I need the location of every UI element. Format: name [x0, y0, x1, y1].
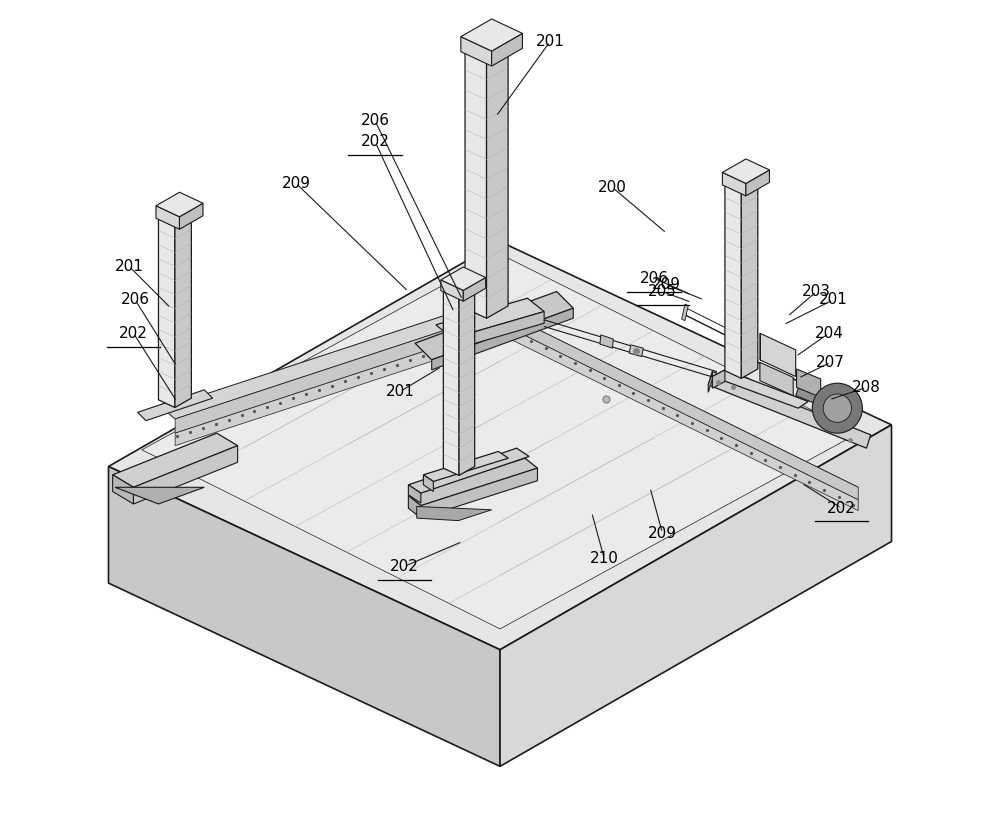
Polygon shape	[453, 312, 544, 350]
Polygon shape	[175, 329, 492, 446]
Polygon shape	[500, 323, 858, 511]
Polygon shape	[725, 183, 741, 378]
Text: 201: 201	[386, 384, 414, 399]
Polygon shape	[113, 475, 133, 504]
Polygon shape	[796, 383, 862, 421]
Polygon shape	[108, 466, 500, 766]
Polygon shape	[746, 170, 769, 196]
Text: 201: 201	[536, 34, 564, 49]
Polygon shape	[500, 311, 858, 500]
Polygon shape	[708, 372, 712, 392]
Polygon shape	[423, 475, 433, 491]
Text: 201: 201	[819, 292, 848, 307]
Polygon shape	[158, 207, 191, 224]
Polygon shape	[415, 292, 573, 360]
Text: 207: 207	[816, 355, 845, 370]
Polygon shape	[797, 369, 821, 397]
Polygon shape	[163, 304, 492, 419]
Text: 202: 202	[361, 134, 389, 149]
Polygon shape	[443, 280, 475, 297]
Polygon shape	[138, 390, 213, 421]
Polygon shape	[760, 333, 796, 377]
Polygon shape	[725, 174, 758, 191]
Polygon shape	[158, 217, 175, 407]
Polygon shape	[113, 433, 238, 487]
Polygon shape	[629, 345, 643, 357]
Text: 210: 210	[590, 551, 619, 566]
Text: 209: 209	[652, 277, 681, 292]
Polygon shape	[142, 254, 858, 629]
Polygon shape	[682, 304, 688, 321]
Polygon shape	[421, 468, 537, 518]
Polygon shape	[443, 289, 459, 476]
Polygon shape	[492, 311, 858, 491]
Text: 208: 208	[852, 380, 881, 395]
Text: 202: 202	[390, 559, 419, 574]
Polygon shape	[600, 335, 613, 348]
Text: 206: 206	[121, 292, 150, 307]
Polygon shape	[461, 19, 522, 51]
Polygon shape	[708, 372, 871, 448]
Polygon shape	[408, 485, 421, 503]
Polygon shape	[108, 242, 892, 650]
Circle shape	[823, 394, 852, 422]
Polygon shape	[741, 182, 758, 378]
Polygon shape	[408, 496, 421, 518]
Polygon shape	[500, 425, 892, 766]
Polygon shape	[441, 280, 463, 302]
Text: 209: 209	[281, 176, 310, 191]
Text: 206: 206	[361, 113, 390, 128]
Text: 200: 200	[598, 180, 627, 195]
Polygon shape	[712, 370, 808, 408]
Polygon shape	[156, 206, 179, 229]
Text: 202: 202	[827, 501, 856, 516]
Text: 201: 201	[115, 259, 144, 274]
Text: 205: 205	[648, 284, 677, 299]
Polygon shape	[423, 451, 508, 481]
Polygon shape	[408, 458, 537, 506]
Polygon shape	[722, 159, 769, 183]
Polygon shape	[760, 362, 793, 396]
Polygon shape	[722, 172, 746, 196]
Polygon shape	[465, 50, 487, 318]
Polygon shape	[712, 370, 725, 388]
Polygon shape	[175, 315, 492, 433]
Text: 206: 206	[640, 271, 669, 286]
Polygon shape	[441, 267, 486, 291]
Text: 203: 203	[802, 284, 831, 299]
Polygon shape	[133, 446, 238, 504]
Polygon shape	[179, 203, 203, 229]
Polygon shape	[465, 37, 508, 60]
Polygon shape	[115, 487, 204, 504]
Polygon shape	[459, 287, 475, 476]
Polygon shape	[408, 448, 529, 493]
Polygon shape	[487, 47, 508, 318]
Polygon shape	[175, 215, 191, 407]
Text: 202: 202	[119, 326, 148, 341]
Polygon shape	[463, 277, 486, 302]
Polygon shape	[436, 298, 544, 338]
Text: 209: 209	[648, 526, 677, 541]
Circle shape	[812, 383, 862, 433]
Polygon shape	[417, 506, 492, 521]
Polygon shape	[492, 33, 522, 66]
Polygon shape	[156, 192, 203, 217]
Polygon shape	[461, 37, 492, 66]
Polygon shape	[432, 308, 573, 370]
Text: 204: 204	[815, 326, 843, 341]
